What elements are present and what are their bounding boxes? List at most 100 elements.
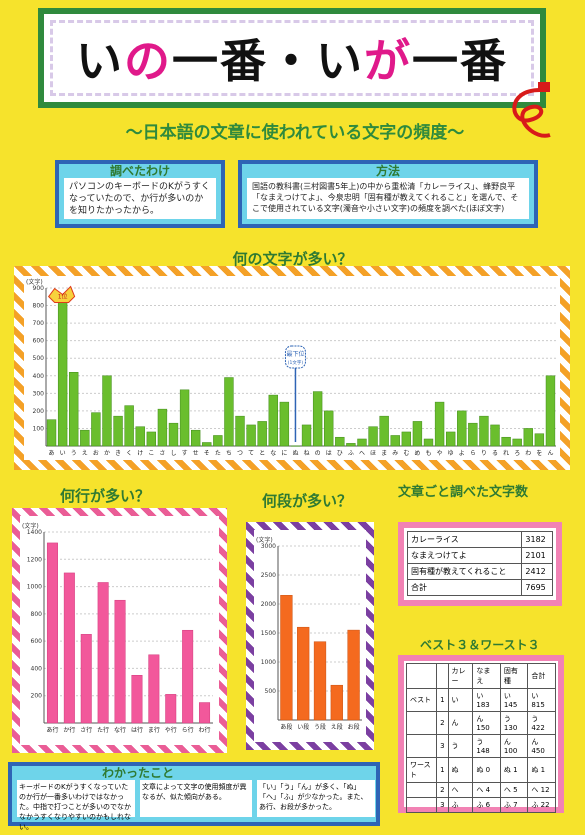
table-cell: ワースト [405,757,438,783]
bar [179,389,190,447]
y-tick-label: 1000 [27,584,42,591]
x-tick-label: や行 [165,726,177,734]
y-tick-label: 900 [33,285,45,292]
bar [268,394,278,447]
y-tick-label: 100 [33,425,45,432]
x-tick-label: さ行 [80,726,92,734]
bar [523,428,533,447]
x-tick-label: け [137,450,143,457]
x-tick-label: ろ [514,450,520,457]
bar [330,684,343,721]
bar [168,422,179,447]
bar [97,582,109,724]
table-cell: い 815 [527,688,556,712]
table-cell: い 183 [472,688,501,712]
finding-3: 「い」「う」「ん」が多く、「ぬ」「へ」「ふ」が少なかった。また、あ行、お段が多か… [257,780,375,817]
x-tick-label: ね [304,450,310,457]
x-tick-label: の [315,450,321,457]
table-cell: 3 [436,734,449,758]
y-tick-label: 600 [31,638,43,645]
y-tick-label: 1500 [261,630,276,637]
x-tick-label: ひ [337,450,343,457]
table-cell: ぬ 1 [527,757,556,783]
y-tick-label: 700 [33,320,45,327]
x-tick-label: ら [470,450,476,457]
x-tick-label: へ [359,450,365,457]
table-row: カレー なまえ 固有種 合計 [405,663,556,689]
x-tick-label: む [403,450,409,457]
table-cell: へ 5 [499,782,529,798]
kana-chart: (文字) 100 200 300 400 500 600 700 800 900 あいうえおかきくけ… [26,278,556,457]
title-part-6: 一番 [412,34,508,88]
reason-text: パソコンのキーボードのKがうすくなっていたので、か行が多いのかを知りたかったから… [64,178,216,219]
bar [457,410,467,447]
table-row: 合計 7695 [406,579,553,596]
bar [290,445,301,447]
table-cell: 2101 [521,547,553,564]
table-cell: い [447,688,474,712]
x-tick-label: お [93,450,99,457]
bar [324,410,334,447]
x-tick-label: な [270,450,276,457]
first-place-burst [47,285,76,304]
table-cell: ぬ 0 [472,757,501,783]
x-tick-label: て [248,450,254,457]
method-box: 方法 国語の教科書(三村図書5年上)の中から重松清「カレーライス」、蜂野良平「な… [238,160,538,228]
x-tick-label: も [425,450,431,457]
bar [182,629,194,724]
table-cell: ん 450 [527,734,556,758]
x-tick-label: わ [525,450,531,457]
table-cell: 7695 [521,579,553,596]
last-place-sublabel: (1文字) [288,359,304,366]
table-cell: なまえ [472,663,501,689]
x-tick-label: は [326,450,332,457]
bar [279,401,290,447]
count-table-frame: カレーライス 3182 なまえつけてよ 2101 固有種が教えてくれること 2412 … [398,522,562,606]
table-cell: ふ 6 [472,797,501,813]
table-cell: ベスト [405,688,438,712]
x-tick-label: た行 [97,726,109,734]
bar [357,438,367,447]
bar [113,415,123,447]
y-tick-label: 500 [265,688,277,695]
title-part-2: の [124,34,172,88]
bar [297,626,310,721]
x-tick-label: り [481,450,487,457]
first-place-label: 1位 [58,293,68,301]
method-heading: 方法 [375,164,400,178]
x-tick-label: つ [237,450,243,457]
bar [479,415,489,447]
title-part-1: い [76,34,124,88]
x-tick-label: な行 [114,726,126,734]
bar [69,372,79,447]
bar [124,405,134,447]
x-tick-label: こ [148,450,154,457]
x-tick-label: め [414,450,420,457]
bar [401,431,412,447]
bar [148,654,160,724]
x-tick-label: ふ [348,450,354,457]
reason-heading: 調べたわけ [109,164,170,178]
table-cell: 固有種 [499,663,529,689]
y-tick-label: 3000 [261,543,276,550]
bar [390,435,400,447]
bar [257,421,267,447]
kana-chart-frame: (文字) 100 200 300 400 500 600 700 800 900 あいうえおかきくけ… [14,266,570,470]
y-tick-label: 400 [31,665,43,672]
finding-2: 文章によって文字の使用頻度が異なるが、似た傾向がある。 [140,780,252,817]
x-tick-label: せ [193,450,199,457]
table-row: カレーライス 3182 [406,531,553,548]
y-tick-label: 1000 [261,659,276,666]
count-table-title: 文章ごと調べた文字数 [398,485,529,500]
y-tick-label: 2000 [261,601,276,608]
findings-heading: わかったこと [102,766,175,780]
bar [490,424,500,447]
x-tick-label: や [437,449,443,457]
x-tick-label: え [82,450,88,457]
x-tick-label: と [259,450,265,457]
table-cell: う 148 [472,734,501,758]
x-tick-label: う段 [314,723,326,731]
